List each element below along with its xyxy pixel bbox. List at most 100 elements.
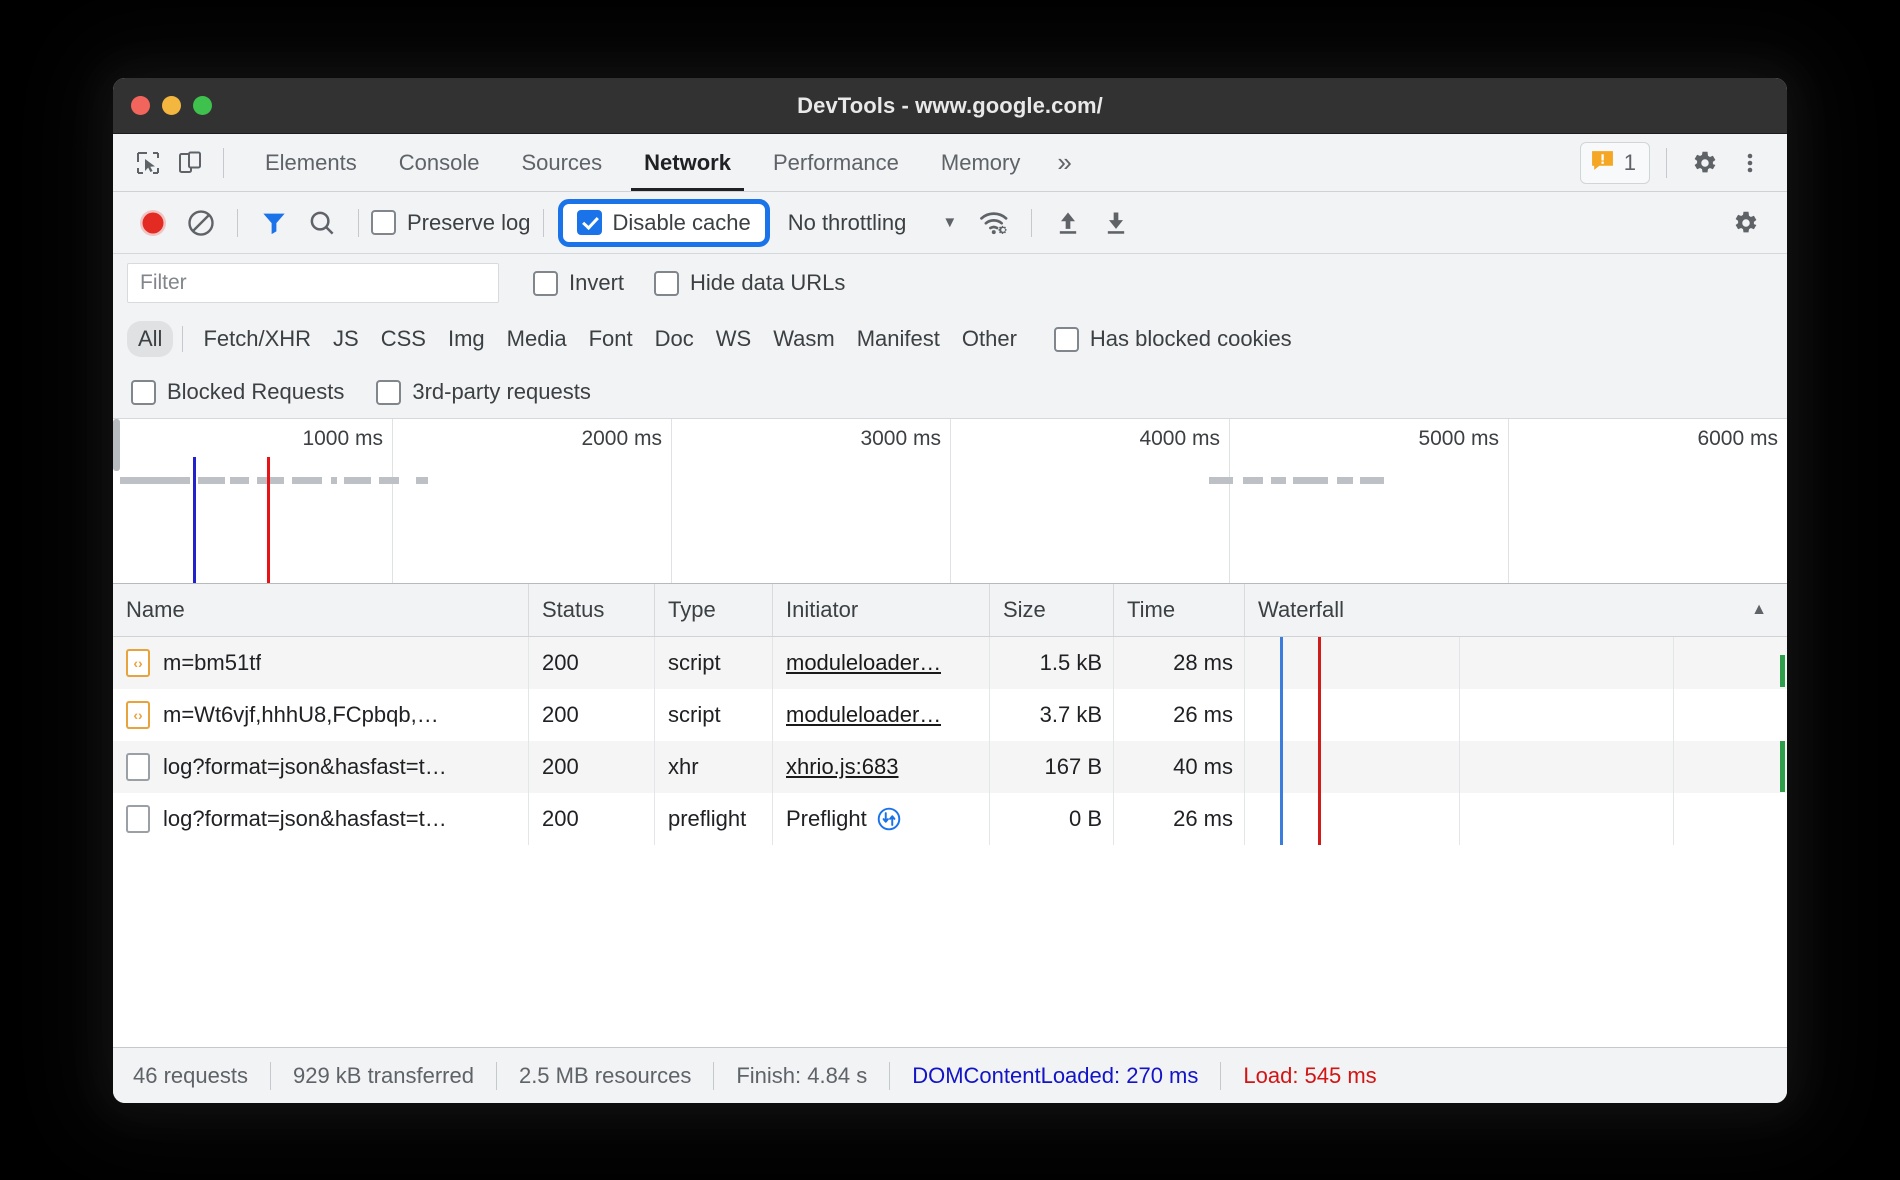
table-row[interactable]: ‹› m=Wt6vjf,hhhU8,FCpbqb,… 200 script module… [113,689,1787,741]
disable-cache-checkbox[interactable]: Disable cache [557,198,770,247]
type-filter-fetch-xhr[interactable]: Fetch/XHR [203,326,312,351]
import-har-icon[interactable] [1044,199,1092,247]
overview-request-bar [119,477,190,484]
waterfall-gridline [1673,689,1675,741]
waterfall-gridline [1459,637,1461,689]
toolbar-divider [358,208,359,237]
warning-message-icon [1590,148,1615,178]
initiator-link[interactable]: moduleloader… [786,650,942,675]
network-status-bar: 46 requests 929 kB transferred 2.5 MB re… [113,1047,1787,1103]
tab-network[interactable]: Network [623,134,752,191]
cell-status: 200 [529,741,655,793]
record-button-icon[interactable] [129,199,177,247]
overview-request-bar [1271,477,1287,484]
column-header-type[interactable]: Type [655,584,773,636]
preflight-request-icon[interactable] [876,806,902,832]
throttling-dropdown[interactable]: No throttling ▼ [788,210,957,236]
devtools-window: DevTools - www.google.com/ Elements Cons… [113,78,1787,1103]
table-row[interactable]: log?format=json&hasfast=t… 200 xhr xhrio.js… [113,741,1787,793]
tab-performance[interactable]: Performance [772,149,899,175]
clear-icon[interactable] [177,199,225,247]
search-icon[interactable] [298,199,346,247]
invert-checkbox[interactable]: Invert [533,270,624,296]
cell-name: log?format=json&hasfast=t… [113,793,529,845]
tab-console[interactable]: Console [398,149,480,175]
network-overview-timeline[interactable]: 1000 ms 2000 ms 3000 ms 4000 ms 5000 ms … [113,418,1787,583]
more-vertical-icon[interactable] [1729,142,1771,184]
column-header-initiator[interactable]: Initiator [773,584,990,636]
cell-type: xhr [655,741,773,793]
type-filter-other[interactable]: Other [961,326,1017,351]
hide-data-urls-checkbox-box[interactable] [654,270,680,296]
overview-request-bar [1242,477,1264,484]
invert-checkbox-box[interactable] [533,270,558,296]
minimize-window-button[interactable] [162,96,181,115]
generic-file-icon [126,805,150,833]
has-blocked-cookies-label: Has blocked cookies [1089,326,1292,351]
initiator-link[interactable]: xhrio.js:683 [786,754,899,779]
has-blocked-cookies-checkbox-box[interactable] [1053,326,1079,352]
third-party-requests-checkbox[interactable]: 3rd-party requests [376,379,591,405]
column-header-time[interactable]: Time [1114,584,1245,636]
close-window-button[interactable] [131,96,150,115]
table-row[interactable]: ‹› m=bm51tf 200 script moduleloader… 1.5 kB 28… [113,637,1787,689]
type-filter-all[interactable]: All [127,321,174,357]
type-filter-manifest[interactable]: Manifest [856,326,940,351]
disable-cache-checkbox-box[interactable] [576,210,602,235]
type-filter-font[interactable]: Font [588,326,633,351]
inspect-element-icon[interactable] [127,142,169,184]
preserve-log-checkbox[interactable]: Preserve log [371,210,531,236]
has-blocked-cookies-checkbox[interactable]: Has blocked cookies [1053,326,1292,352]
cell-name: ‹› m=bm51tf [113,637,529,689]
type-filter-media[interactable]: Media [506,326,567,351]
tab-elements[interactable]: Elements [265,149,357,175]
type-filter-wasm[interactable]: Wasm [773,326,835,351]
type-filter-doc[interactable]: Doc [654,326,694,351]
blocked-requests-checkbox-box[interactable] [131,379,156,405]
status-divider [713,1061,715,1090]
column-header-waterfall[interactable]: Waterfall ▲ [1245,584,1787,636]
type-filter-css[interactable]: CSS [380,326,426,351]
type-filter-ws[interactable]: WS [715,326,752,351]
type-filter-img[interactable]: Img [447,326,485,351]
table-body: ‹› m=bm51tf 200 script moduleloader… 1.5 kB 28… [113,637,1787,845]
column-header-name[interactable]: Name [113,584,529,636]
column-header-status[interactable]: Status [529,584,655,636]
devtools-tab-bar: Elements Console Sources Network Perform… [113,134,1787,192]
device-toolbar-icon[interactable] [169,142,211,184]
overview-request-bar [330,477,338,484]
network-conditions-icon[interactable] [971,199,1019,247]
cell-size: 167 B [990,741,1114,793]
gear-icon[interactable] [1683,142,1725,184]
preserve-log-label: Preserve log [407,209,531,235]
cell-type: script [655,637,773,689]
cell-size: 1.5 kB [990,637,1114,689]
traffic-lights [113,96,212,115]
tab-sources[interactable]: Sources [521,149,603,175]
table-row[interactable]: log?format=json&hasfast=t… 200 preflight Pr… [113,793,1787,845]
status-divider [495,1061,497,1090]
column-header-size[interactable]: Size [990,584,1114,636]
third-party-requests-checkbox-box[interactable] [376,379,402,405]
hide-data-urls-checkbox[interactable]: Hide data URLs [654,270,845,296]
overview-request-bar [292,477,323,484]
tab-memory[interactable]: Memory [940,149,1021,175]
filter-input[interactable]: Filter [127,263,499,303]
script-file-icon: ‹› [126,701,150,729]
blocked-requests-checkbox[interactable]: Blocked Requests [131,379,344,405]
status-load: Load: 545 ms [1243,1062,1377,1088]
maximize-window-button[interactable] [193,96,212,115]
warning-badge[interactable]: 1 [1579,141,1650,184]
type-filter-js[interactable]: JS [333,326,359,351]
overview-request-bar [415,477,428,484]
filter-funnel-icon[interactable] [250,199,298,247]
network-settings-gear-icon[interactable] [1721,199,1769,247]
preserve-log-checkbox-box[interactable] [371,210,396,235]
waterfall-gridline [1459,741,1461,793]
hide-data-urls-label: Hide data URLs [690,270,846,295]
more-tabs-icon[interactable]: » [1057,147,1072,177]
overview-scrollbar[interactable] [113,419,120,471]
network-toolbar-right [1721,199,1787,247]
initiator-link[interactable]: moduleloader… [786,702,942,727]
export-har-icon[interactable] [1092,199,1140,247]
